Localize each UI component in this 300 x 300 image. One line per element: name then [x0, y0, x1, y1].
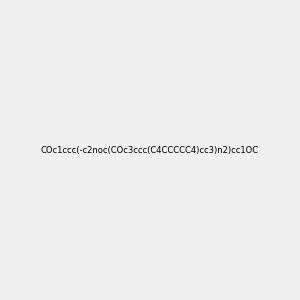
Text: COc1ccc(-c2noc(COc3ccc(C4CCCCC4)cc3)n2)cc1OC: COc1ccc(-c2noc(COc3ccc(C4CCCCC4)cc3)n2)c… — [41, 146, 259, 154]
